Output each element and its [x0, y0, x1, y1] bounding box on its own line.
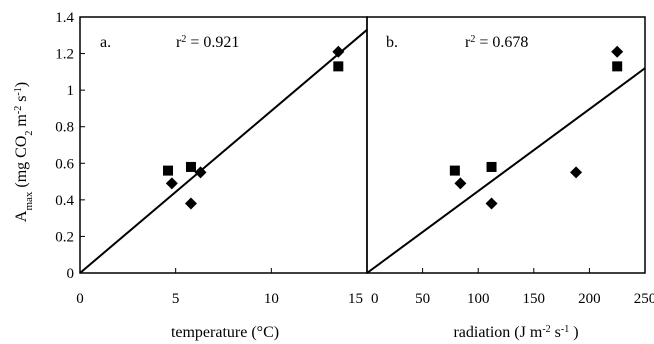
- square-point-b: [449, 165, 460, 176]
- panel-b-r2: r2 = 0.678: [465, 34, 528, 52]
- y-axis-title: Amax(mg CO2 m-2 s-1): [13, 82, 36, 222]
- diamond-point-b: [611, 45, 624, 58]
- y-tick-label: 1.2: [55, 47, 74, 63]
- x-axis-title-b: radiation (J m-2 s-1 ): [453, 324, 578, 342]
- square-point-a: [185, 161, 196, 172]
- square-point-b: [612, 61, 623, 72]
- panel-a-frame: [79, 16, 368, 274]
- x-tick-label-a: 5: [172, 291, 180, 307]
- x-tick-label-b: 100: [467, 291, 490, 307]
- panel-a-label: a.: [100, 34, 111, 51]
- y-tick-label: 0.4: [55, 193, 74, 209]
- diamond-point-b: [454, 177, 467, 190]
- diamond-point-a: [194, 166, 207, 179]
- panel-b-frame: [366, 16, 646, 274]
- x-tick-label-b: 50: [415, 291, 430, 307]
- y-tick-label: 0: [67, 266, 75, 282]
- chart-marks: 00.20.40.60.811.21.40 5 10 15 0 50 100 150 200 25…: [55, 10, 654, 307]
- x-tick-label-a: 0: [76, 291, 84, 307]
- y-tick-label: 0.8: [55, 120, 74, 136]
- x-axis-title-a: temperature (°C): [171, 324, 279, 341]
- x-tick-label-a: 15: [348, 291, 363, 307]
- square-point-b: [486, 161, 497, 172]
- fit-line-a: [79, 29, 368, 274]
- y-tick-label: 1: [67, 83, 75, 99]
- x-tick-label-b: 200: [578, 291, 601, 307]
- panel-a-r2: r2 = 0.921: [176, 34, 239, 52]
- y-tick-label: 0.6: [55, 156, 74, 172]
- diamond-point-a: [184, 197, 197, 210]
- y-tick-label: 1.4: [55, 10, 74, 26]
- fit-line-b: [366, 67, 646, 274]
- x-tick-label-b: 0: [371, 291, 379, 307]
- square-point-a: [333, 61, 344, 72]
- y-tick-label: 0.2: [55, 229, 74, 245]
- x-tick-label-b: 250: [634, 291, 654, 307]
- diamond-point-a: [165, 177, 178, 190]
- x-tick-label-b: 150: [523, 291, 546, 307]
- panel-b-label: b.: [386, 34, 398, 51]
- square-point-a: [163, 165, 174, 176]
- diamond-point-b: [485, 197, 498, 210]
- diamond-point-b: [570, 166, 583, 179]
- diamond-point-a: [332, 45, 345, 58]
- x-tick-label-a: 10: [264, 291, 279, 307]
